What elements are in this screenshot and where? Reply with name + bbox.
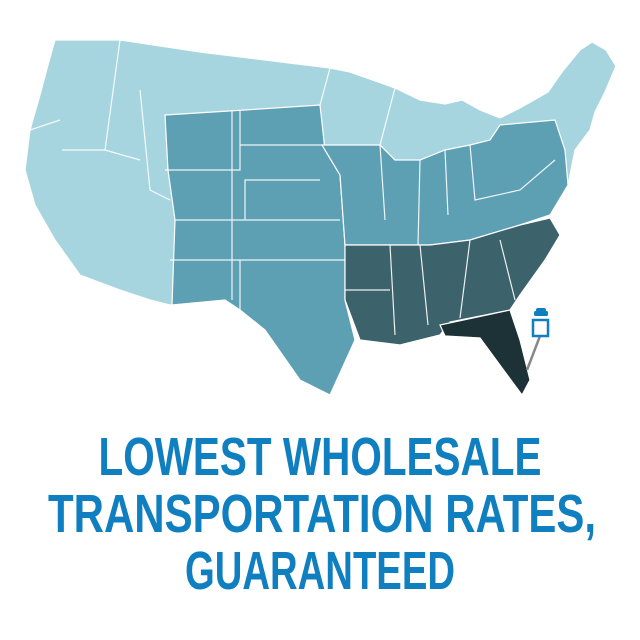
headline-line-2: TRANSPORTATION RATES, — [48, 484, 596, 544]
car-marker — [525, 308, 550, 371]
state-borders — [29, 39, 556, 336]
map-region-dark — [344, 217, 561, 346]
us-map — [24, 39, 617, 397]
headline-line-1: LOWEST WHOLESALE — [99, 427, 542, 487]
map-region-darkest — [439, 309, 531, 397]
headline-line-3: GUARANTEED — [185, 541, 455, 600]
car-icon — [534, 308, 548, 316]
map-region-medium — [164, 104, 356, 396]
headline: LOWEST WHOLESALE TRANSPORTATION RATES, G… — [48, 427, 596, 600]
